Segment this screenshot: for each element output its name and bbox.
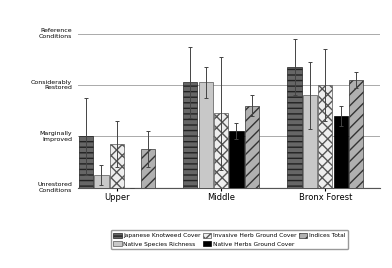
Bar (110, 144, 124, 188)
Bar (318, 85, 332, 188)
Bar (245, 106, 259, 188)
Bar (349, 80, 363, 188)
Bar (303, 95, 317, 188)
Bar (198, 83, 213, 188)
Bar (94, 175, 109, 188)
Bar (79, 136, 93, 188)
Bar (229, 131, 244, 188)
Bar (183, 83, 198, 188)
Bar (140, 149, 155, 188)
Bar (214, 113, 228, 188)
Bar (287, 67, 302, 188)
Bar (334, 116, 348, 188)
Legend: Japanese Knotweed Cover, Native Species Richness, Invasive Herb Ground Cover, Na: Japanese Knotweed Cover, Native Species … (111, 230, 348, 250)
